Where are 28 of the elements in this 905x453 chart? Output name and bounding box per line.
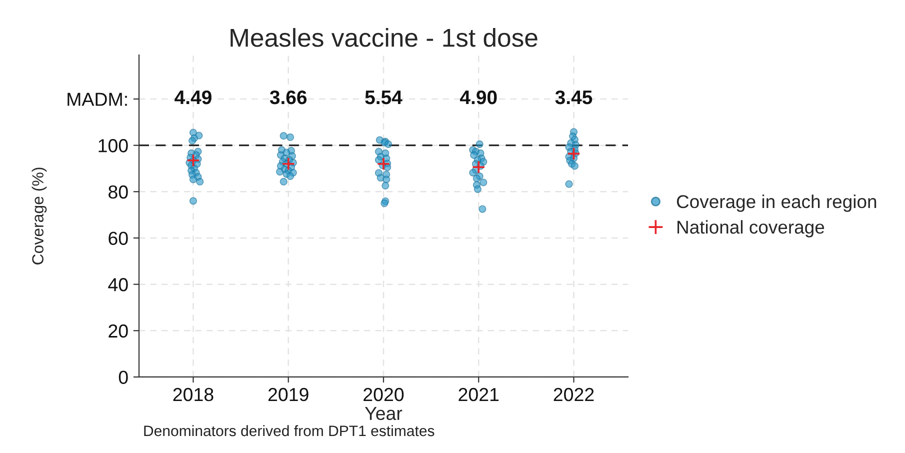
x-tick-label: 2022: [554, 388, 594, 402]
y-tick-label: 100: [98, 139, 128, 152]
chart-title: Measles vaccine - 1st dose: [230, 28, 538, 47]
x-tick-label: 2021: [458, 388, 499, 402]
annotation: 4.49: [174, 90, 212, 104]
y-tick-label: 0: [118, 370, 128, 384]
point: [282, 157, 296, 171]
point: [567, 146, 580, 160]
text: Denominators derived from DPT1 estimates: [144, 425, 434, 436]
annotation: 3.66: [270, 90, 307, 104]
point: [472, 160, 486, 174]
y-tick-label: 60: [108, 232, 128, 245]
legend-label: Coverage in each region: [676, 194, 876, 212]
y-tick-label: 80: [108, 185, 128, 199]
x-axis-title: Year: [364, 406, 402, 420]
y-tick-label: 20: [108, 324, 128, 338]
x-tick-label: 2018: [173, 388, 214, 402]
annotation: 5.54: [365, 90, 402, 104]
y-axis-title: Coverage (%): [32, 168, 47, 264]
annotation: 4.90: [460, 90, 497, 104]
point: [376, 157, 390, 171]
annotation: 3.45: [555, 90, 592, 104]
point: [186, 154, 200, 168]
y-tick-label: MADM:: [68, 92, 127, 106]
legend-label: National coverage: [678, 220, 824, 238]
x-tick-label: 2019: [268, 388, 308, 402]
y-tick-label: 40: [108, 278, 128, 292]
x-tick-label: 2020: [364, 388, 404, 402]
